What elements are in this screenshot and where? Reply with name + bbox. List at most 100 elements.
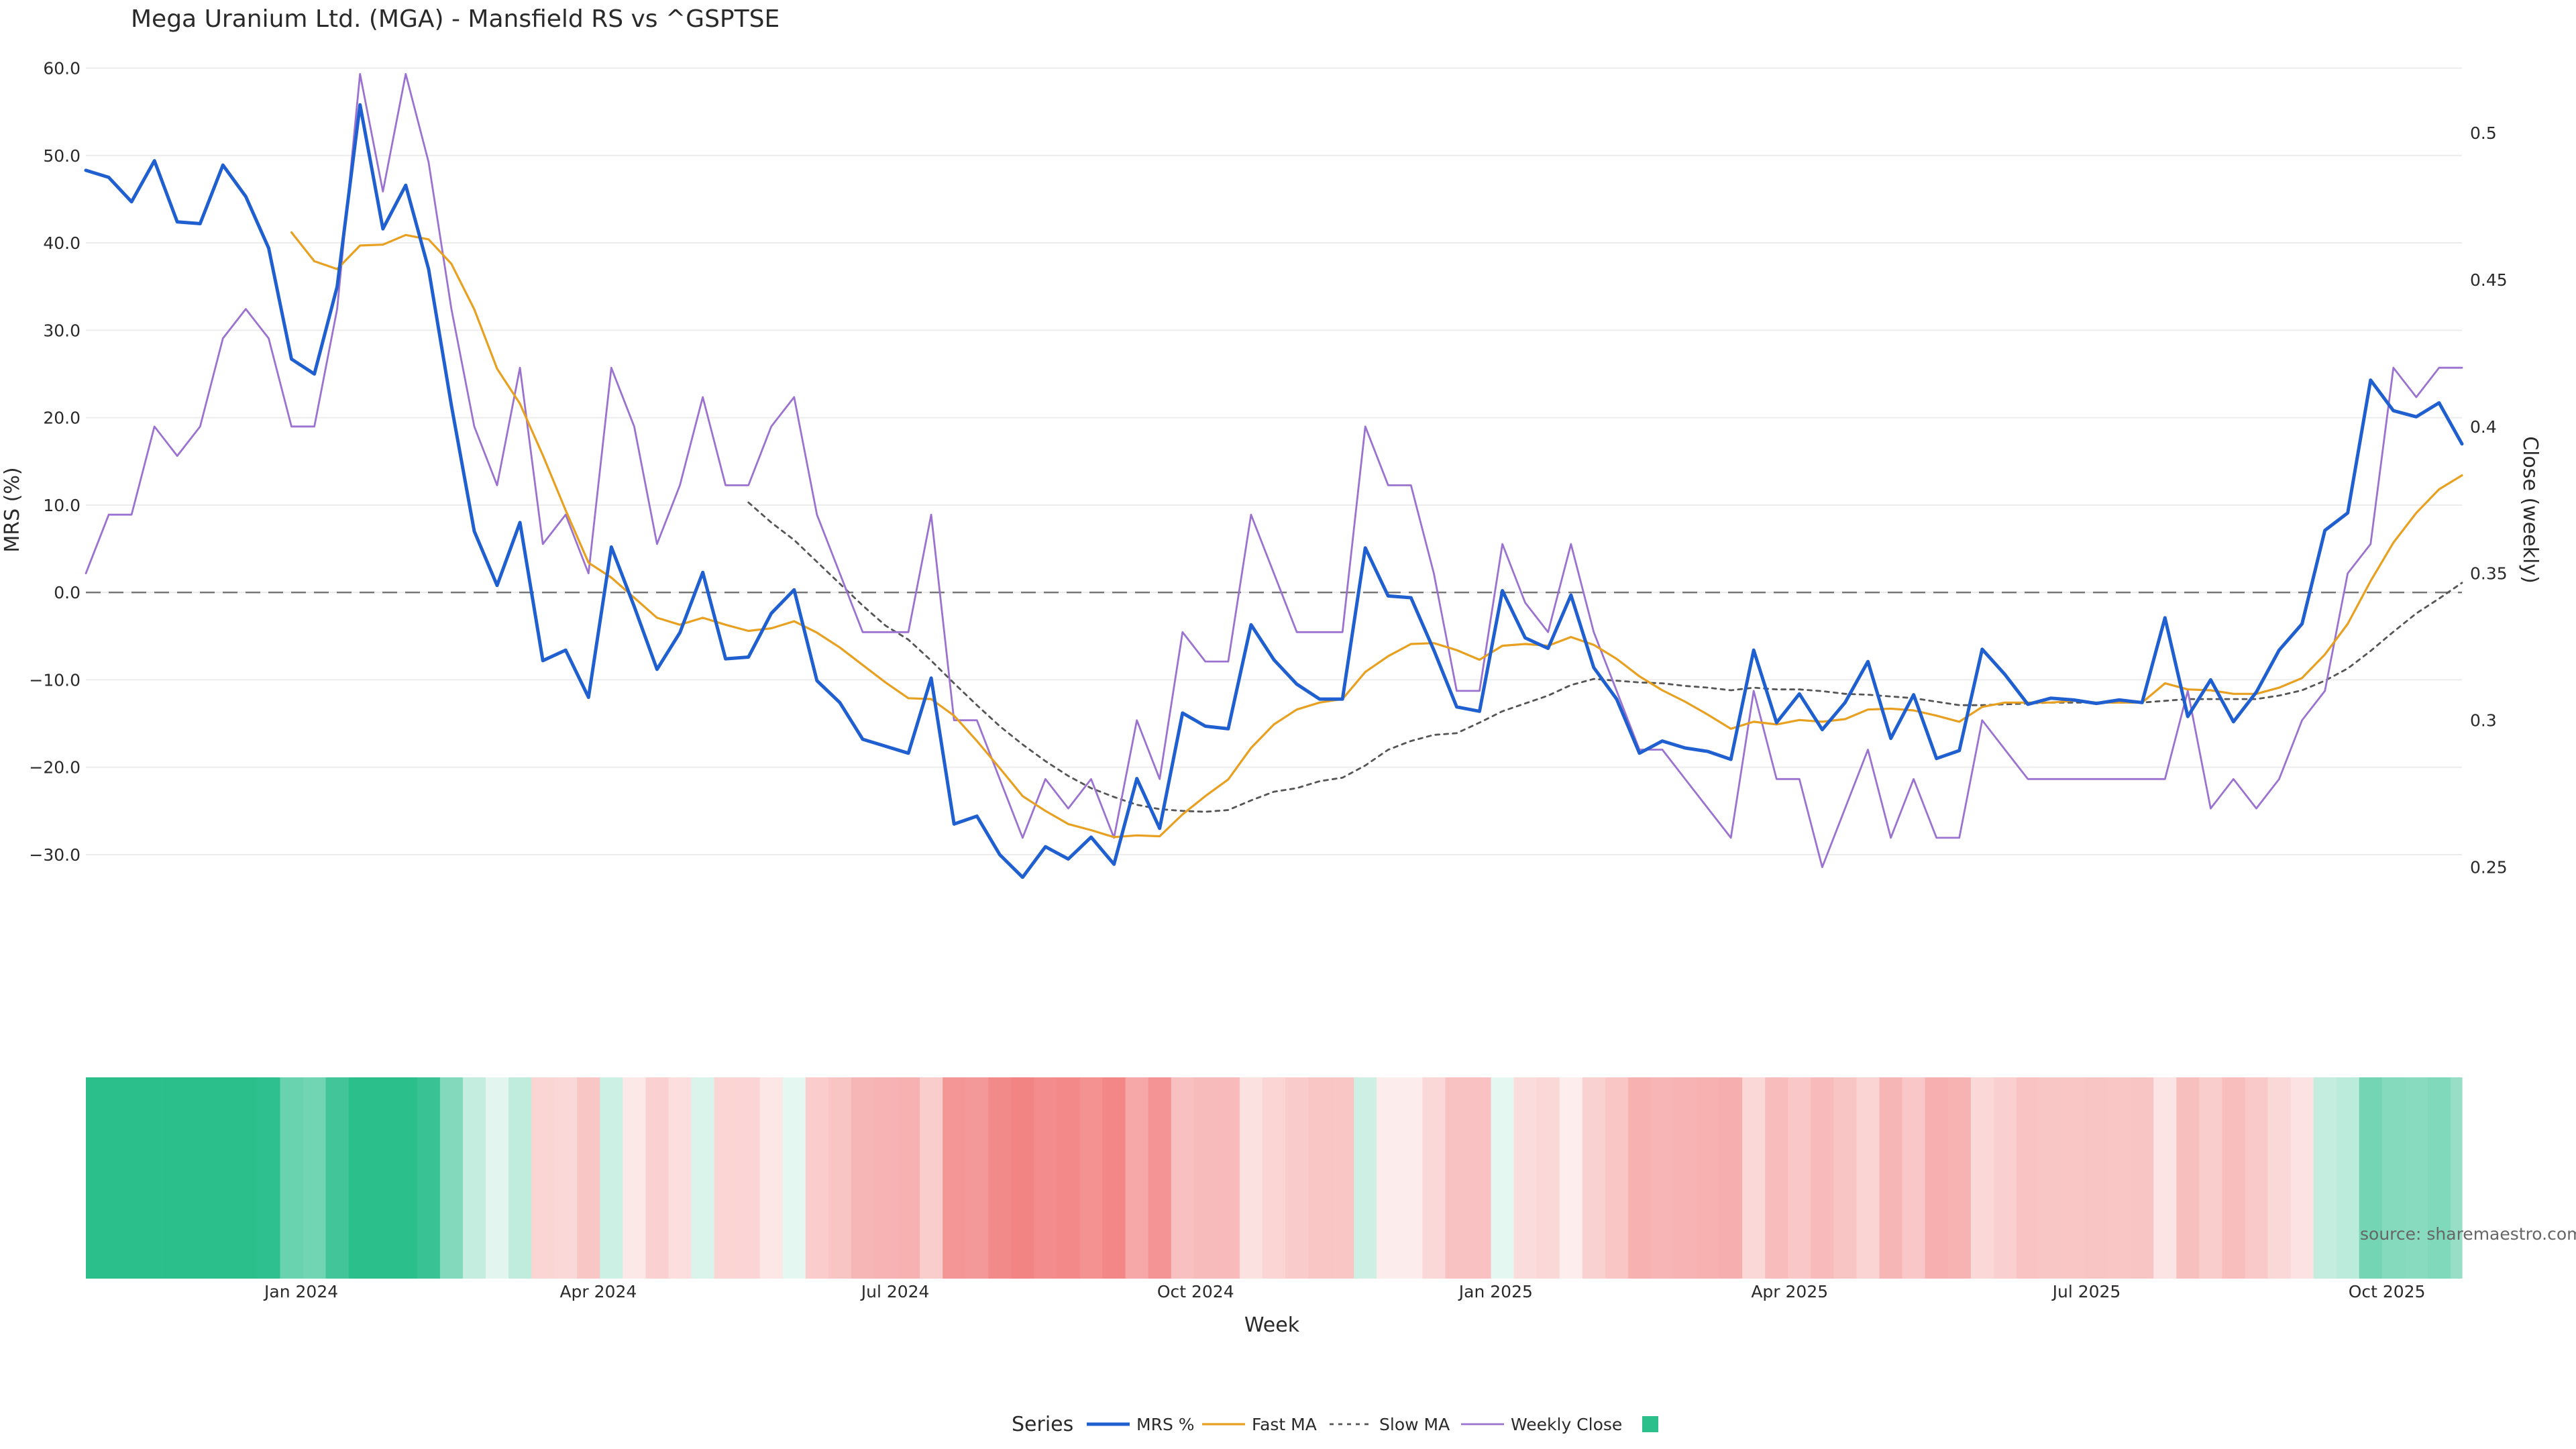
y-left-tick-label: −20.0: [29, 758, 80, 777]
heatmap-cell: [1422, 1077, 1446, 1279]
heatmap-cell: [303, 1077, 327, 1279]
heatmap-cell: [1856, 1077, 1880, 1279]
x-tick-label: Oct 2024: [1157, 1282, 1234, 1301]
y-left-tick-label: 30.0: [43, 321, 80, 340]
heatmap-cell: [143, 1077, 166, 1279]
y-left-tick-label: 20.0: [43, 409, 80, 428]
legend: Series MRS % Fast MA Slow MA Weekly Close: [1012, 1413, 1658, 1436]
heatmap-cell: [1468, 1077, 1492, 1279]
heatmap-cell: [943, 1077, 966, 1279]
y-left-tick-label: 50.0: [43, 146, 80, 166]
heatmap-cell: [325, 1077, 350, 1279]
series-lines: [84, 72, 2464, 879]
series-line-fast-ma: [290, 231, 2463, 839]
heatmap-cell: [1697, 1077, 1720, 1279]
x-axis-ticks: Jan 2024 Apr 2024 Jul 2024 Oct 2024 Jan 2025…: [263, 1282, 2425, 1301]
heatmap-cell: [828, 1077, 852, 1279]
heatmap-cell: [920, 1077, 943, 1279]
series-line-mrs: [84, 103, 2464, 879]
heatmap-cell: [1536, 1077, 1560, 1279]
y-right-tick-label: 0.35: [2470, 564, 2508, 584]
heatmap-cell: [1034, 1077, 1058, 1279]
heatmap-cell: [2267, 1077, 2292, 1279]
y-right-tick-label: 0.45: [2470, 270, 2508, 290]
heatmap-cell: [1765, 1077, 1788, 1279]
heatmap-cell: [1742, 1077, 1766, 1279]
x-axis-label: Week: [1244, 1313, 1300, 1337]
heatmap-cell: [1079, 1077, 1104, 1279]
heatmap-cell: [2359, 1077, 2383, 1279]
y-axis-right-label: Close (weekly): [2518, 436, 2542, 584]
heatmap-cell: [1970, 1077, 1994, 1279]
legend-heatmap-square: [1642, 1416, 1658, 1432]
heatmap-cell: [1102, 1077, 1126, 1279]
heatmap-cell: [1399, 1077, 1423, 1279]
y-right-tick-label: 0.3: [2470, 711, 2497, 731]
heatmap-cell: [166, 1077, 189, 1279]
heatmap-cell: [737, 1077, 761, 1279]
heatmap-cell: [2016, 1077, 2040, 1279]
heatmap-cell: [371, 1077, 395, 1279]
heatmap-cell: [782, 1077, 806, 1279]
heatmap-cell: [417, 1077, 441, 1279]
heatmap-cell: [965, 1077, 989, 1279]
heatmap-cell: [120, 1077, 144, 1279]
heatmap-cell: [897, 1077, 920, 1279]
heatmap-cell: [1011, 1077, 1034, 1279]
heatmap-cell: [2061, 1077, 2086, 1279]
chart-title: Mega Uranium Ltd. (MGA) - Mansfield RS v…: [131, 5, 780, 33]
heatmap-cell: [1811, 1077, 1835, 1279]
heatmap-cell: [211, 1077, 235, 1279]
heatmap-cell: [691, 1077, 715, 1279]
heatmap-cell: [2039, 1077, 2063, 1279]
x-tick-label: Jan 2025: [1458, 1282, 1533, 1301]
heatmap-cell: [1445, 1077, 1469, 1279]
series-line-weekly-close: [85, 72, 2463, 868]
heatmap-cell: [554, 1077, 578, 1279]
y-left-tick-label: 40.0: [43, 233, 80, 253]
heatmap-cell: [873, 1077, 898, 1279]
heatmap-cell: [2404, 1077, 2428, 1279]
heatmap-cell: [2381, 1077, 2406, 1279]
heatmap-cell: [1582, 1077, 1606, 1279]
heatmap-cell: [2427, 1077, 2451, 1279]
x-tick-label: Apr 2024: [559, 1282, 637, 1301]
heatmap-cell: [577, 1077, 600, 1279]
heatmap-cell: [1285, 1077, 1309, 1279]
heatmap-cell: [1627, 1077, 1652, 1279]
grid-lines: [86, 67, 2462, 855]
legend-title: Series: [1012, 1413, 1073, 1436]
heatmap-cell: [1308, 1077, 1332, 1279]
y-axis-left-label: MRS (%): [1, 467, 24, 552]
y-left-tick-label: 0.0: [54, 583, 80, 602]
heatmap-cell: [1216, 1077, 1240, 1279]
y-axis-left-ticks: 60.0 50.0 40.0 30.0 20.0 10.0 0.0 −10.0 −20.0 −30…: [29, 59, 80, 865]
heatmap-cell: [486, 1077, 509, 1279]
heatmap-cell: [1262, 1077, 1286, 1279]
heatmap-cell: [1925, 1077, 1949, 1279]
heatmap-cell: [1491, 1077, 1515, 1279]
heatmap-cell: [1171, 1077, 1195, 1279]
heatmap-cell: [988, 1077, 1012, 1279]
x-tick-label: Jul 2024: [860, 1282, 930, 1301]
heatmap-cell: [851, 1077, 875, 1279]
heatmap-cell: [1993, 1077, 2017, 1279]
heatmap-cell: [2153, 1077, 2177, 1279]
heatmap-cell: [1057, 1077, 1081, 1279]
x-tick-label: Oct 2025: [2349, 1282, 2426, 1301]
heatmap-cell: [1239, 1077, 1263, 1279]
y-left-tick-label: 10.0: [43, 496, 80, 515]
heatmap-cell: [2222, 1077, 2246, 1279]
heatmap-cell: [1879, 1077, 1903, 1279]
heatmap-cell: [645, 1077, 669, 1279]
heatmap-cell: [86, 1077, 98, 1279]
legend-label: Slow MA: [1379, 1415, 1450, 1434]
x-tick-label: Jan 2024: [263, 1282, 338, 1301]
heatmap-cell: [759, 1077, 784, 1279]
legend-label: Weekly Close: [1511, 1415, 1622, 1434]
heatmap-cell: [257, 1077, 281, 1279]
heatmap-cell: [2313, 1077, 2337, 1279]
heatmap-cell: [1605, 1077, 1629, 1279]
y-left-tick-label: −10.0: [29, 670, 80, 690]
heatmap-cell: [1148, 1077, 1172, 1279]
